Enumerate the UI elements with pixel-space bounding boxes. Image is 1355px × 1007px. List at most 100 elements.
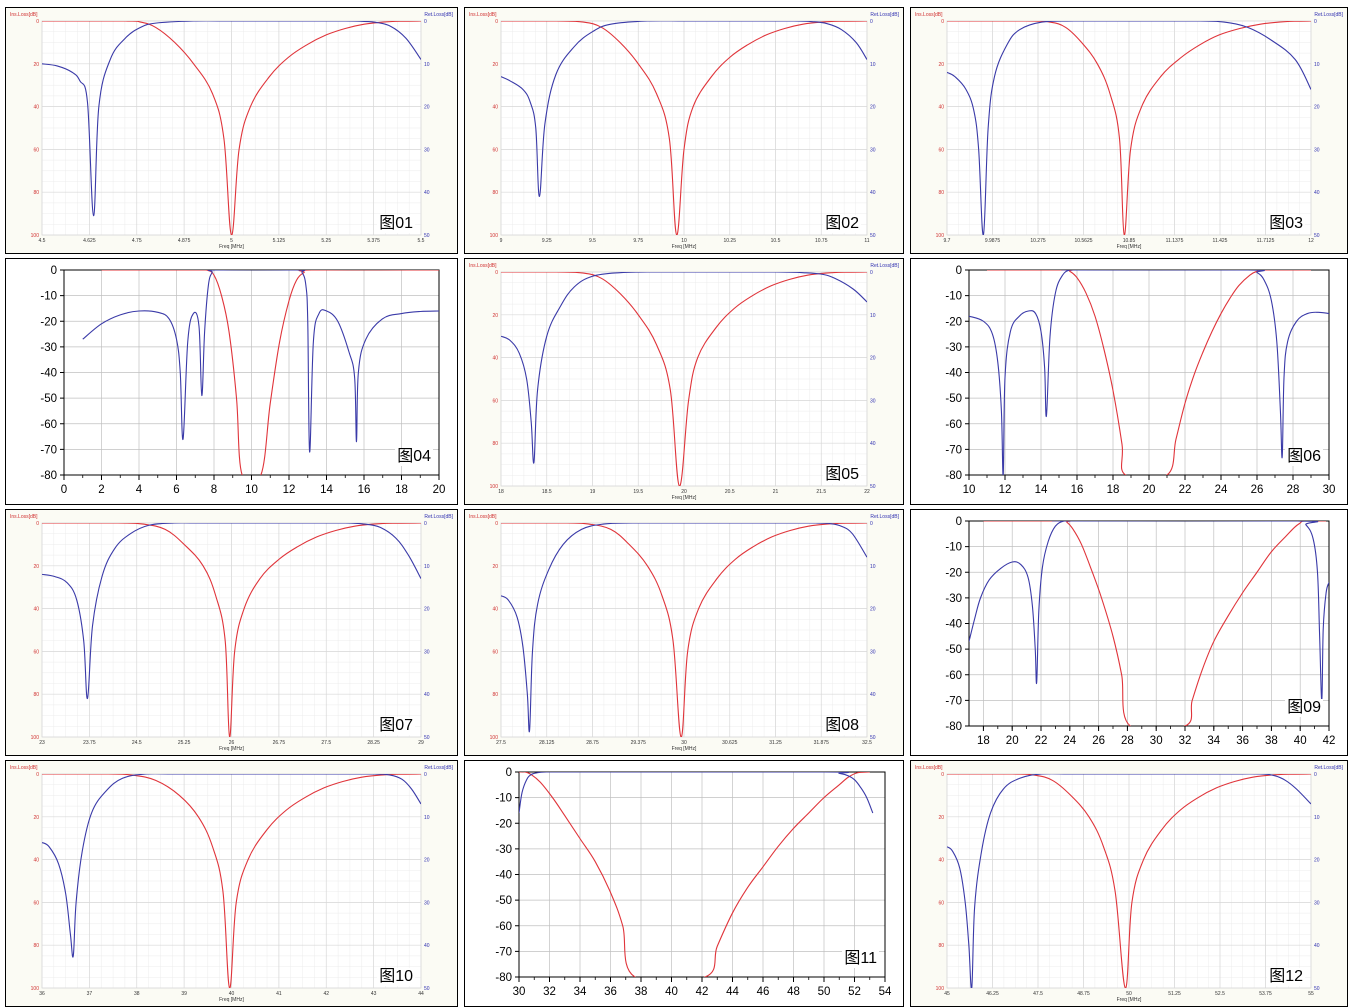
x-tick-label: 10	[963, 484, 976, 496]
y-right-tick-label: 30	[870, 398, 876, 404]
left-axis-title: Ins.Loss[dB]	[469, 514, 497, 520]
chart-panel-11: 0 -10 -20 -30 -40 -50 -60 -70 -80 30 32 34 36 38 40 42 4…	[464, 760, 904, 1007]
x-tick-label: 21.5	[816, 489, 826, 495]
left-axis-title: Ins.Loss[dB]	[10, 514, 38, 520]
y-left-tick-label: 100	[31, 233, 40, 239]
y-right-tick-label: 40	[1314, 943, 1320, 949]
right-axis-title: Ret.Loss[dB]	[1314, 12, 1343, 18]
x-tick-label: 52.5	[1215, 991, 1225, 997]
y-tick-label: 0	[956, 516, 962, 528]
y-tick-label: -60	[945, 670, 962, 682]
y-right-tick-label: 0	[870, 270, 873, 276]
x-tick-label: 29.375	[631, 740, 647, 746]
x-tick-label: 10.75	[815, 238, 828, 244]
y-right-tick-label: 20	[870, 105, 876, 111]
y-left-tick-label: 100	[936, 233, 945, 239]
y-left-tick-label: 40	[492, 607, 498, 613]
y-left-tick-label: 40	[492, 356, 498, 362]
y-tick-label: -40	[945, 368, 962, 380]
figure-label: 图07	[377, 717, 415, 735]
x-tick-label: 22	[1179, 484, 1192, 496]
chart-panel-9: 0 -10 -20 -30 -40 -50 -60 -70 -80 18 20 22 24 26 28 30 3…	[910, 509, 1348, 756]
x-tick-label: 18	[1107, 484, 1120, 496]
x-tick-label: 48.75	[1077, 991, 1090, 997]
y-right-tick-label: 40	[870, 190, 876, 196]
y-left-tick-label: 40	[33, 105, 39, 111]
y-left-tick-label: 80	[33, 190, 39, 196]
y-left-tick-label: 20	[938, 62, 944, 68]
insertion-loss-line	[947, 21, 1311, 235]
chart-svg: Ins.Loss[dB] Ret.Loss[dB]0204060801000102…	[465, 259, 903, 504]
x-tick-label: 11.7125	[1257, 238, 1275, 244]
left-axis-title: Ins.Loss[dB]	[10, 765, 38, 771]
x-axis-title: Freq [MHz]	[1117, 997, 1142, 1003]
y-right-tick-label: 50	[424, 986, 430, 992]
y-right-tick-label: 30	[1314, 900, 1320, 906]
x-tick-label: 38	[134, 991, 140, 997]
y-left-tick-label: 40	[33, 607, 39, 613]
x-axis-title: Freq [MHz]	[672, 746, 697, 752]
y-left-tick-label: 60	[33, 147, 39, 153]
y-left-tick-label: 40	[33, 858, 39, 864]
y-tick-label: -20	[40, 316, 57, 328]
x-tick-label: 11	[864, 238, 869, 244]
y-tick-label: -60	[495, 921, 512, 933]
return-loss-line	[42, 21, 421, 217]
x-tick-label: 28.75	[586, 740, 599, 746]
y-tick-label: -30	[40, 342, 57, 354]
left-axis-title: Ins.Loss[dB]	[10, 12, 38, 18]
y-tick-label: -80	[945, 721, 962, 733]
figure-label: 图02	[823, 215, 861, 233]
chart-svg: Ins.Loss[dB] Ret.Loss[dB]0204060801000102…	[911, 8, 1347, 253]
chart-panel-1: Ins.Loss[dB] Ret.Loss[dB] 0 20 40 60 80 100 0 10 2…	[5, 7, 458, 254]
figure-label: 图01	[377, 215, 415, 233]
y-left-tick-label: 80	[492, 190, 498, 196]
x-tick-label: 38	[1265, 735, 1278, 747]
y-left-tick-label: 20	[492, 313, 498, 319]
x-tick-label: 42	[1323, 735, 1336, 747]
chart-svg: Ins.Loss[dB] Ret.Loss[dB]0204060801000102…	[6, 510, 457, 755]
y-left-tick-label: 80	[492, 692, 498, 698]
chart-panel-2: Ins.Loss[dB] Ret.Loss[dB] 0 20 40 60 80 100 0 10 2…	[464, 7, 904, 254]
x-tick-label: 10.5	[771, 238, 781, 244]
y-right-tick-label: 30	[424, 147, 430, 153]
y-left-tick-label: 0	[36, 772, 39, 778]
figure-label: 图05	[823, 466, 861, 484]
right-axis-title: Ret.Loss[dB]	[1314, 765, 1343, 771]
y-tick-label: 0	[51, 265, 57, 277]
y-right-tick-label: 0	[1314, 772, 1317, 778]
y-tick-label: -10	[945, 291, 962, 303]
y-left-tick-label: 60	[33, 649, 39, 655]
x-tick-label: 47.5	[1033, 991, 1043, 997]
y-right-tick-label: 10	[424, 815, 430, 821]
y-left-tick-label: 60	[492, 398, 498, 404]
x-tick-label: 9.5	[589, 238, 596, 244]
right-axis-title: Ret.Loss[dB]	[870, 263, 899, 269]
y-right-tick-label: 30	[424, 900, 430, 906]
y-left-tick-label: 40	[938, 858, 944, 864]
x-tick-label: 30	[1150, 735, 1163, 747]
x-tick-label: 20	[681, 489, 687, 495]
chart-svg: Ins.Loss[dB] Ret.Loss[dB]0204060801000102…	[465, 8, 903, 253]
y-right-tick-label: 50	[424, 233, 430, 239]
x-tick-label: 0	[61, 484, 67, 496]
x-tick-label: 24.5	[132, 740, 142, 746]
chart-panel-5: Ins.Loss[dB] Ret.Loss[dB] 0 20 40 60 80 100 0 10 2…	[464, 258, 904, 505]
x-tick-label: 27.5	[321, 740, 331, 746]
insertion-loss-line	[987, 270, 1311, 475]
y-right-tick-label: 10	[424, 62, 430, 68]
x-tick-label: 20	[1143, 484, 1156, 496]
x-tick-label: 36	[1236, 735, 1249, 747]
y-left-tick-label: 80	[33, 692, 39, 698]
x-axis-title: Freq [MHz]	[219, 746, 244, 752]
insertion-loss-line	[519, 772, 870, 977]
y-right-tick-label: 0	[870, 19, 873, 25]
chart-panel-3: Ins.Loss[dB] Ret.Loss[dB] 0 20 40 60 80 100 0 10 2…	[910, 7, 1348, 254]
y-right-tick-label: 30	[870, 649, 876, 655]
x-tick-label: 37	[87, 991, 93, 997]
x-axis-title: Freq [MHz]	[219, 244, 244, 250]
y-right-tick-label: 10	[424, 564, 430, 570]
x-tick-label: 55	[1308, 991, 1314, 997]
x-tick-label: 28.125	[539, 740, 555, 746]
